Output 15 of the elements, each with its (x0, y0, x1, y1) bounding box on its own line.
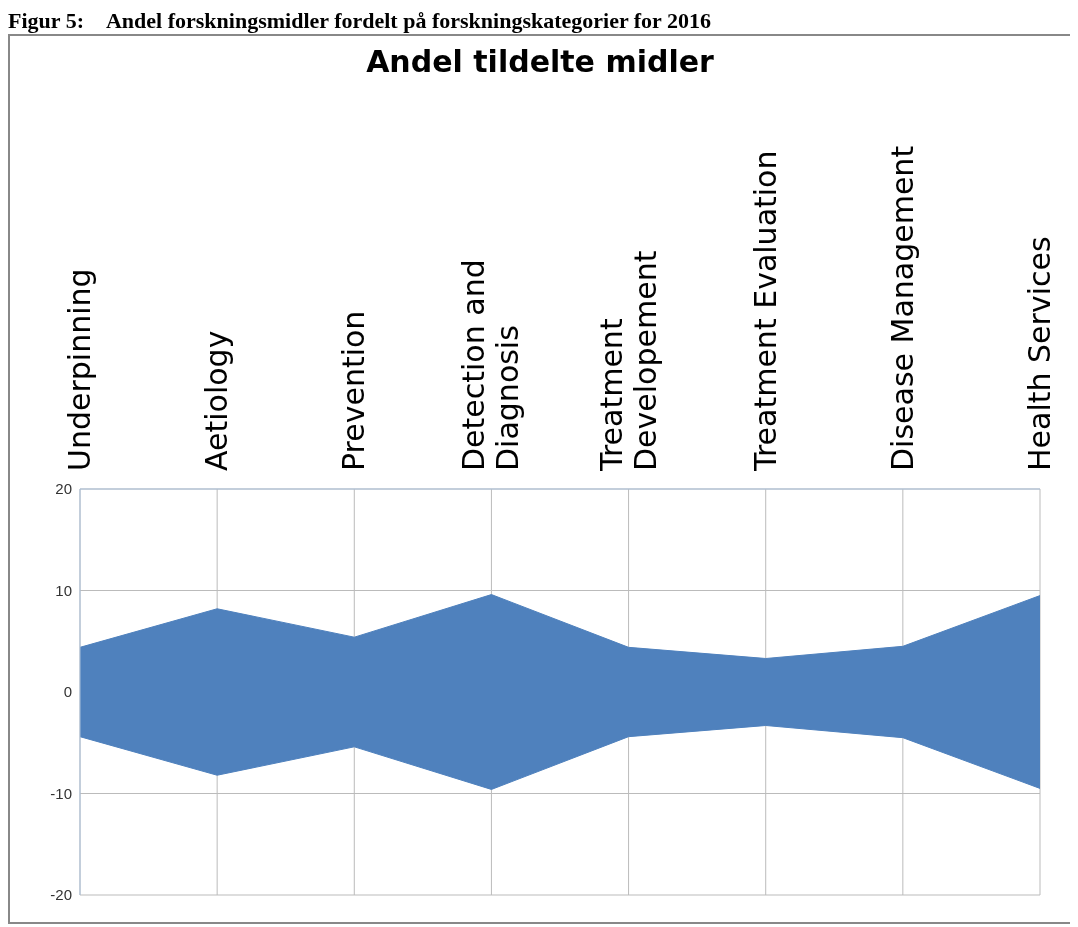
text: Figur 5: Andel forskningsmidler fordelt på forskningskategorier for 2016 (8, 8, 712, 34)
y-tick-label: -20 (50, 886, 72, 904)
x-tick-label: Aetiology (199, 330, 235, 471)
chart-title: Andel tildelte midler (365, 44, 715, 79)
x-tick-label: Health Services (1022, 236, 1057, 471)
x-tick-label: Detection and Diagnosis (456, 259, 526, 471)
x-tick-label: Underpinning (62, 268, 97, 471)
y-tick-label: 0 (63, 683, 72, 701)
x-tick-label: Disease Management (884, 145, 920, 471)
y-tick-label: 10 (55, 581, 72, 599)
x-tick-label: Treatment Developement (593, 250, 663, 472)
x-tick-label: Prevention (336, 310, 372, 471)
x-tick-label: Treatment Evaluation (747, 150, 783, 472)
y-tick-label: 20 (55, 480, 72, 498)
y-tick-label: -10 (50, 784, 72, 802)
